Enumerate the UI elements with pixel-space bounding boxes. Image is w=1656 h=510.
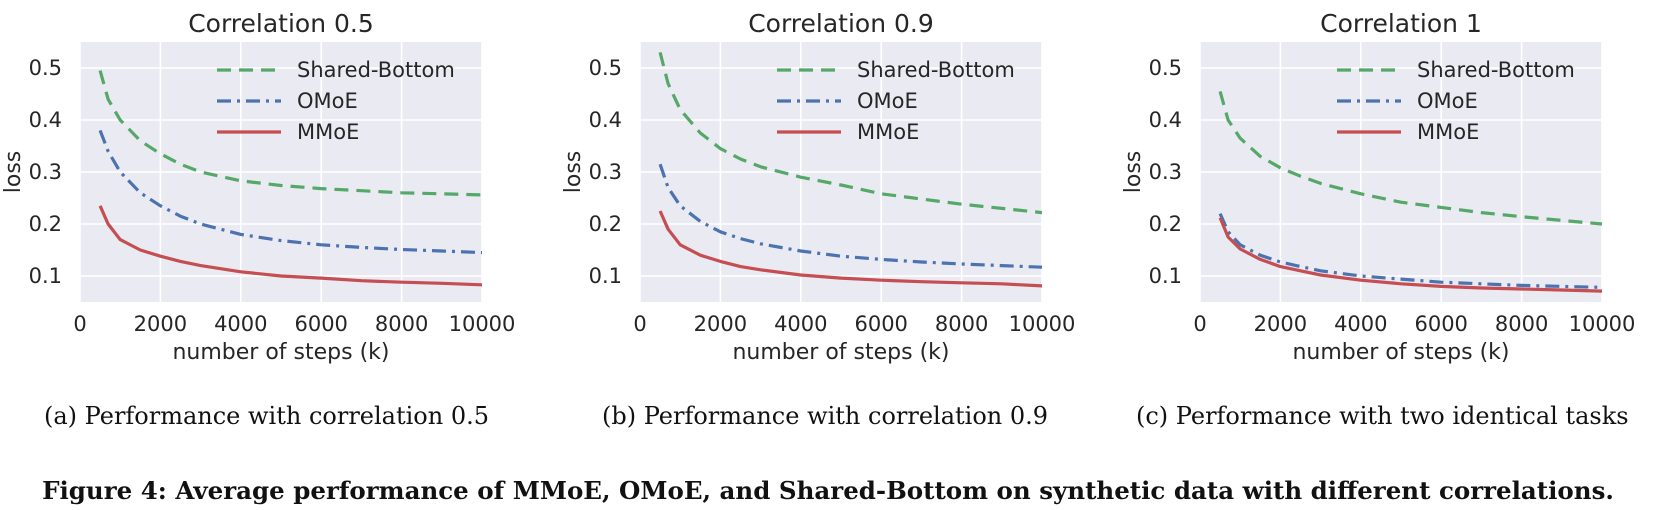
legend-label: OMoE (297, 89, 358, 113)
y-tick-label: 0.2 (1149, 212, 1182, 236)
x-tick-label: 4000 (1334, 312, 1387, 336)
x-tick-label: 8000 (375, 312, 428, 336)
y-tick-label: 0.4 (589, 108, 622, 132)
legend-label: MMoE (1417, 120, 1479, 144)
legend-label: Shared-Bottom (297, 58, 455, 82)
y-tick-label: 0.5 (1149, 56, 1182, 80)
x-tick-label: 8000 (1495, 312, 1548, 336)
x-axis-label: number of steps (k) (172, 340, 389, 365)
x-tick-label: 2000 (134, 312, 187, 336)
series-line-omoe (98, 129, 483, 255)
x-tick-label: 4000 (774, 312, 827, 336)
y-tick-label: 0.2 (589, 212, 622, 236)
series-line-omoe (658, 163, 1043, 269)
legend-label: MMoE (297, 120, 359, 144)
y-tick-label: 0.1 (29, 264, 62, 288)
x-tick-label: 6000 (1414, 312, 1467, 336)
figure-caption: Figure 4: Average performance of MMoE, O… (42, 476, 1614, 505)
chart-title: Correlation 0.5 (188, 9, 374, 38)
chart-panel-1: 0 2000 4000 6000 8000 10000 0.1 0.2 0.3 0.4 0.5 Sha… (1, 9, 515, 365)
series-line-shared-bottom (1218, 90, 1603, 226)
x-tick-label: 6000 (854, 312, 907, 336)
legend-label: Shared-Bottom (857, 58, 1015, 82)
y-tick-label: 0.2 (29, 212, 62, 236)
x-tick-label: 2000 (1254, 312, 1307, 336)
x-tick-label: 8000 (935, 312, 988, 336)
y-axis-label: loss (1, 151, 26, 194)
series-line-mmoe (658, 210, 1043, 288)
chart-panel-2: 0 2000 4000 6000 8000 10000 0.1 0.2 0.3 0.4 0.5 Sha… (561, 9, 1075, 365)
x-tick-label: 2000 (694, 312, 747, 336)
y-axis-label: loss (561, 151, 586, 194)
x-axis-label: number of steps (k) (1292, 340, 1509, 365)
x-tick-label: 0 (633, 312, 646, 336)
chart-title: Correlation 1 (1320, 9, 1482, 38)
legend-label: MMoE (857, 120, 919, 144)
chart-title: Correlation 0.9 (748, 9, 934, 38)
subcaption-b: (b) Performance with correlation 0.9 (602, 402, 1049, 430)
series-line-omoe (1218, 212, 1603, 289)
chart-panel-3: 0 2000 4000 6000 8000 10000 0.1 0.2 0.3 0.4 0.5 Sha… (1121, 9, 1635, 365)
x-tick-label: 0 (73, 312, 86, 336)
series-line-shared-bottom (658, 52, 1043, 215)
y-tick-label: 0.4 (1149, 108, 1182, 132)
y-tick-label: 0.4 (29, 108, 62, 132)
x-tick-label: 4000 (214, 312, 267, 336)
series-line-mmoe (1218, 217, 1603, 293)
legend-label: OMoE (1417, 89, 1478, 113)
y-tick-label: 0.3 (589, 160, 622, 184)
x-tick-label: 0 (1193, 312, 1206, 336)
x-tick-label: 10000 (1009, 312, 1076, 336)
subcaption-a: (a) Performance with correlation 0.5 (44, 402, 490, 430)
x-tick-label: 10000 (1569, 312, 1636, 336)
legend-label: OMoE (857, 89, 918, 113)
y-tick-label: 0.3 (1149, 160, 1182, 184)
x-tick-label: 10000 (449, 312, 516, 336)
y-axis-label: loss (1121, 151, 1146, 194)
legend-label: Shared-Bottom (1417, 58, 1575, 82)
series-line-mmoe (98, 205, 483, 287)
x-tick-label: 6000 (294, 312, 347, 336)
y-tick-label: 0.1 (589, 264, 622, 288)
y-tick-label: 0.5 (589, 56, 622, 80)
subcaption-c: (c) Performance with two identical tasks (1136, 402, 1629, 430)
x-axis-label: number of steps (k) (732, 340, 949, 365)
y-tick-label: 0.1 (1149, 264, 1182, 288)
y-tick-label: 0.5 (29, 56, 62, 80)
y-tick-label: 0.3 (29, 160, 62, 184)
